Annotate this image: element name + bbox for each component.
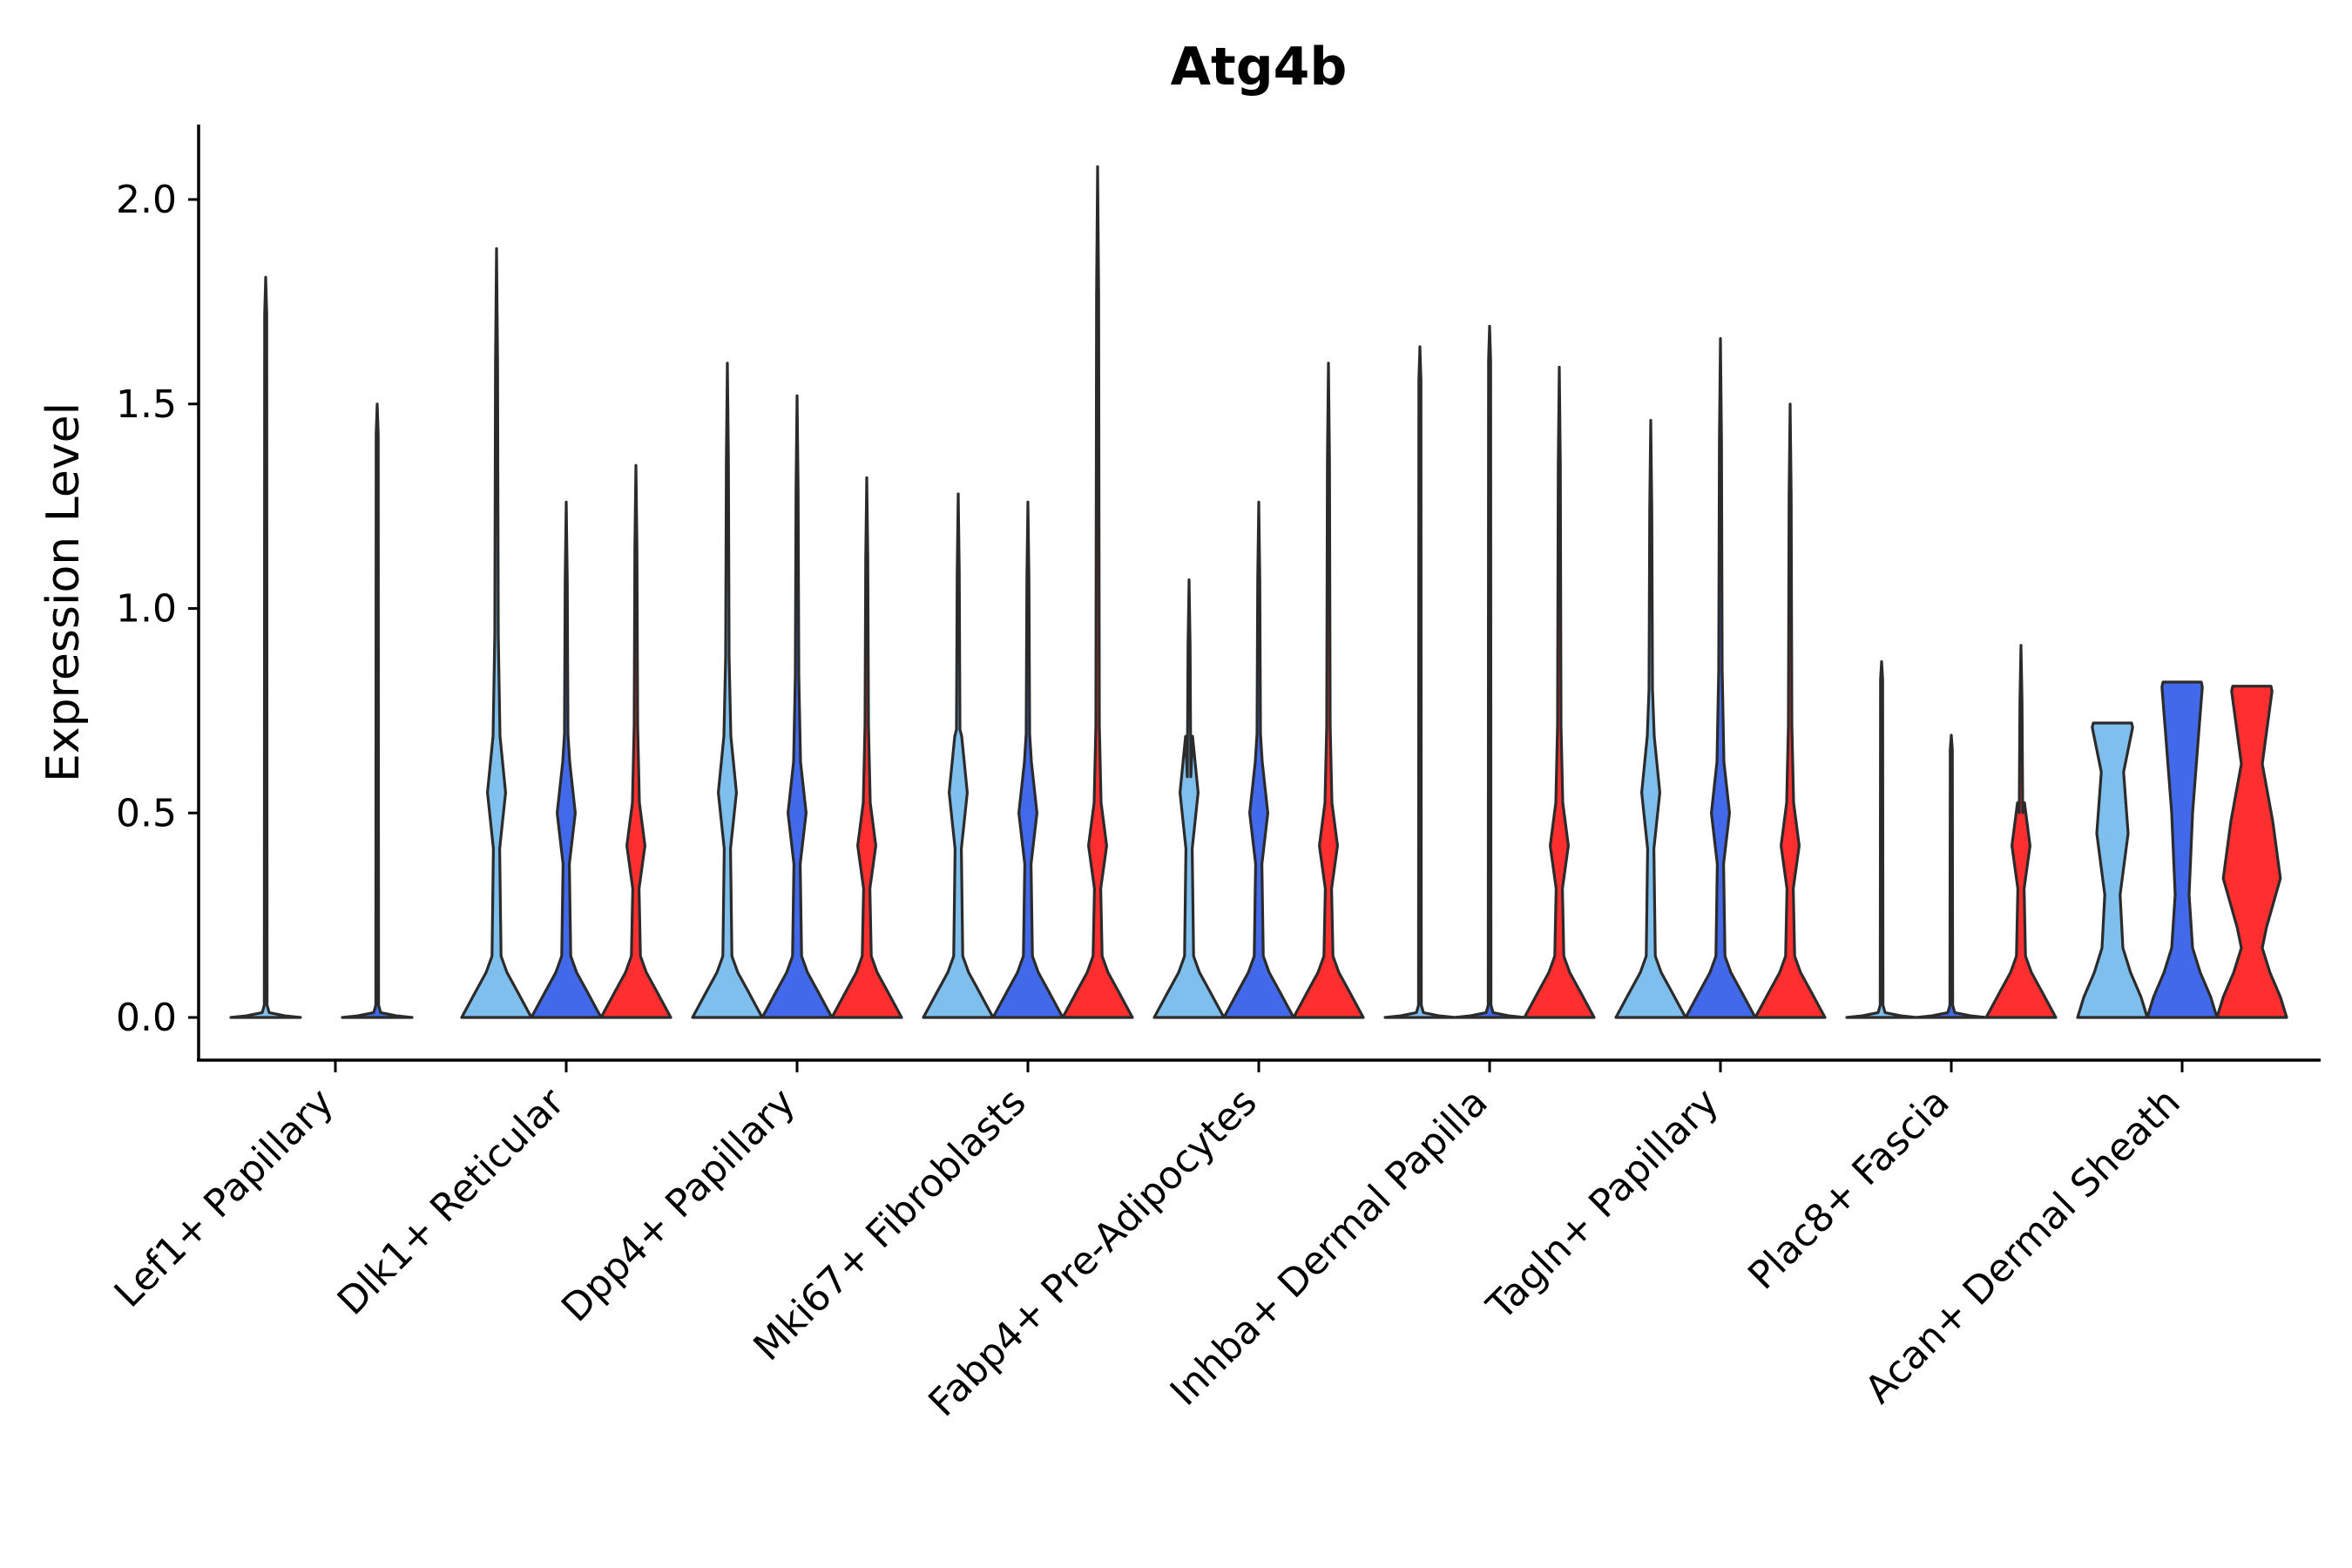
violin-tagln-papillary-group-1 [1614, 418, 1687, 1019]
violin-acan-dermal-sheath-group-1 [2076, 721, 2149, 1019]
violin-plac8-fascia-group-3 [1984, 644, 2058, 1019]
violin-dlk1-reticular-group-2 [530, 500, 603, 1019]
violin-fabp4-pre-adipocytes-group-3 [1292, 362, 1365, 1019]
violin-inhba-dermal-papilla-group-2 [1453, 324, 1526, 1019]
violin-tagln-papillary-group-3 [1754, 402, 1827, 1019]
y-axis-label: Expression Level [37, 402, 90, 782]
violin-mki67-fibroblasts-group-1 [922, 492, 995, 1019]
violin-fabp4-pre-adipocytes-group-1 [1152, 578, 1226, 1019]
y-ticks-layer: 0.0 0.5 1.0 1.5 2.0 [116, 178, 199, 1040]
x-tick-label-dlk1-reticular: Dlk1+ Reticular [329, 1079, 574, 1324]
y-tick-label: 0.5 [116, 791, 177, 835]
violin-fabp4-pre-adipocytes-group-2 [1222, 500, 1295, 1019]
violin-lef1-papillary-group-1 [229, 275, 302, 1019]
x-tick-label-tagln-papillary: Tagln+ Papillary [1478, 1080, 1727, 1329]
y-tick-label: 1.0 [116, 587, 177, 632]
violin-dlk1-reticular-group-3 [599, 463, 672, 1019]
violin-acan-dermal-sheath-group-3 [2215, 685, 2288, 1019]
y-tick-label: 0.0 [116, 996, 177, 1040]
violin-dpp4-papillary-group-1 [691, 362, 764, 1019]
violin-mki67-fibroblasts-group-3 [1061, 165, 1134, 1019]
violin-tagln-papillary-group-2 [1684, 337, 1757, 1019]
violin-lef1-papillary-group-2 [341, 402, 414, 1019]
violin-inhba-dermal-papilla-group-1 [1383, 345, 1456, 1019]
x-tick-label-lef1-papillary: Lef1+ Papillary [106, 1080, 342, 1316]
x-tick-label-plac8-fascia: Plac8+ Fascia [1740, 1080, 1958, 1299]
y-tick-label: 1.5 [116, 382, 177, 427]
violins-layer [229, 165, 2288, 1019]
violin-dpp4-papillary-group-3 [830, 476, 903, 1019]
violin-dpp4-papillary-group-2 [760, 394, 834, 1019]
chart-title: Atg4b [1171, 37, 1348, 98]
violin-inhba-dermal-papilla-group-3 [1523, 365, 1596, 1019]
violin-plac8-fascia-group-2 [1915, 733, 1988, 1019]
violin-dlk1-reticular-group-1 [460, 247, 533, 1019]
x-tick-label-dpp4-papillary: Dpp4+ Papillary [553, 1080, 804, 1331]
violin-mki67-fibroblasts-group-2 [991, 500, 1064, 1019]
y-tick-label: 2.0 [116, 178, 177, 222]
violin-acan-dermal-sheath-group-2 [2146, 680, 2219, 1019]
violin-plac8-fascia-group-1 [1845, 659, 1918, 1019]
